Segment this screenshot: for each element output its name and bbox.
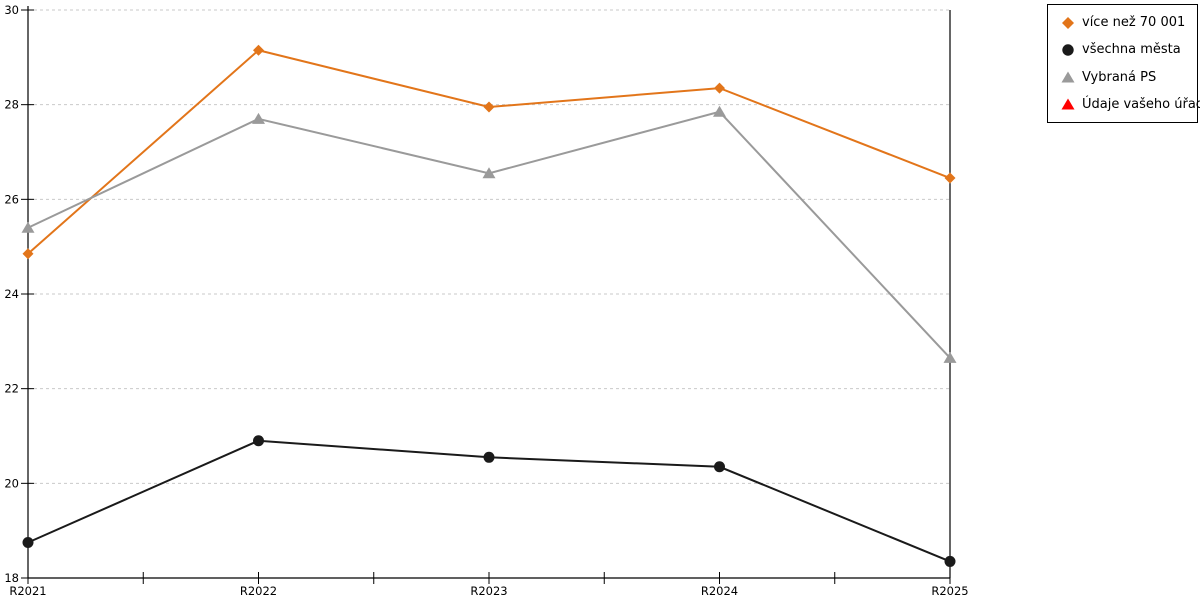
legend-item-vice-nez-70001: více než 70 001 [1061,15,1193,30]
y-tick-label: 24 [4,287,19,301]
y-tick-label: 30 [4,3,19,17]
triangle-marker-icon [943,351,957,363]
diamond-marker-icon [944,172,956,184]
legend: více než 70 001 všechna města Vybraná PS… [1047,4,1200,123]
x-tick-label: R2021 [9,584,46,598]
diamond-marker-icon [22,248,34,260]
y-tick-label: 18 [4,571,19,585]
triangle-marker-icon [21,221,35,233]
legend-label: Vybraná PS [1082,69,1157,85]
legend-item-vybrana-ps: Vybraná PS [1061,70,1193,85]
diamond-marker-icon [253,44,264,56]
circle-icon [1062,44,1074,56]
x-tick-label: R2022 [240,584,277,598]
legend-label: Údaje vašeho úřadu [1082,96,1200,112]
legend-label: všechna města [1082,42,1181,58]
y-tick-label: 28 [4,98,19,112]
legend-item-udaje-vaseho-uradu: Údaje vašeho úřadu [1061,97,1200,112]
series-line-0 [27,49,951,255]
diamond-icon [1062,16,1074,29]
triangle-marker-icon [252,112,265,124]
triangle-marker-icon [713,105,726,117]
x-tick-label: R2025 [931,584,968,598]
legend-label: více než 70 001 [1082,15,1186,31]
triangle-icon [1061,71,1075,83]
circle-marker-icon [22,537,34,548]
legend-item-vsechna-mesta: všechna města [1061,42,1193,57]
y-tick-label: 22 [4,382,19,396]
circle-marker-icon [714,461,725,473]
y-tick-label: 20 [4,476,19,490]
y-tick-label: 26 [4,192,19,206]
triangle-marker-icon [482,167,496,179]
x-tick-label: R2024 [701,584,738,598]
series-line-2 [27,110,951,359]
diamond-marker-icon [483,101,495,113]
circle-marker-icon [253,435,264,447]
diamond-marker-icon [714,82,725,94]
triangle-icon [1061,98,1075,110]
circle-marker-icon [944,555,956,567]
circle-marker-icon [483,451,495,463]
x-tick-label: R2023 [470,584,507,598]
